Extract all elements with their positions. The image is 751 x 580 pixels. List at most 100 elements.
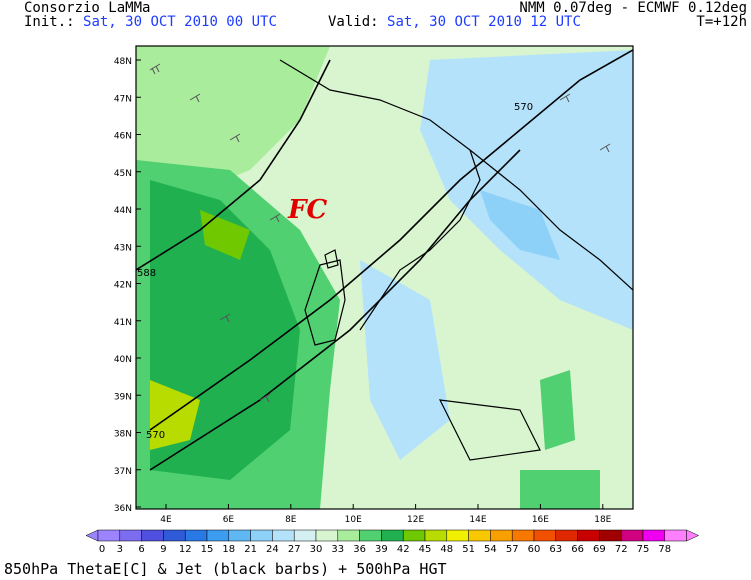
colorbar-label: 21	[244, 544, 257, 555]
field-lime-patch	[200, 210, 250, 260]
init-label: Init.:	[24, 14, 75, 30]
coastline-italy	[279, 59, 481, 331]
height-contours	[136, 49, 633, 471]
colorbar-label: 48	[440, 544, 453, 555]
colorbar-label: 39	[375, 544, 388, 555]
colorbar-swatch	[184, 529, 208, 542]
colorbar-label: 33	[331, 544, 344, 555]
lat-label: 37N	[114, 467, 132, 477]
colorbar-label: 30	[310, 544, 323, 555]
colorbar-swatch	[468, 529, 491, 542]
colorbar-label: 15	[201, 544, 214, 555]
lon-label: 14E	[469, 515, 486, 525]
colorbar-swatch	[446, 529, 469, 542]
model-title: NMM 0.07deg - ECMWF 0.12deg	[519, 0, 747, 16]
longitude-axis: 4E 6E 8E 10E 12E 14E 16E 18E	[160, 504, 612, 525]
coastline-adriatic	[469, 149, 633, 291]
colorbar-label: 45	[419, 544, 432, 555]
init-value: Sat, 30 OCT 2010 00 UTC	[83, 14, 277, 30]
lat-label: 43N	[114, 243, 132, 253]
colorbar-label: 27	[288, 544, 301, 555]
colorbar-label: 36	[353, 544, 366, 555]
lat-label: 40N	[114, 355, 132, 365]
contour-line-3	[136, 59, 331, 271]
colorbar-swatch	[533, 529, 557, 542]
colorbar-swatch	[577, 529, 600, 542]
colorbar-swatch	[163, 529, 186, 542]
colorbar-swatch	[206, 529, 230, 542]
colorbar-swatch	[228, 529, 251, 542]
lon-label: 8E	[285, 515, 297, 525]
contour-label-570-north: 570	[514, 102, 533, 113]
colorbar-swatch	[599, 529, 622, 542]
colorbar-label: 42	[397, 544, 410, 555]
colorbar-label: 57	[506, 544, 519, 555]
color-legend: 0 3 6 9 12 15 18 21 24 27 30 33 36 39 42 45 48 51 54 57 60 63…	[85, 529, 700, 555]
colorbar-swatch	[293, 529, 317, 542]
contour-label-570: 570	[146, 430, 165, 441]
colorbar-label: 24	[266, 544, 279, 555]
colorbar-label: 6	[138, 544, 144, 555]
field-ionian-green	[520, 470, 600, 509]
colorbar-swatch	[381, 529, 404, 542]
lon-label: 16E	[532, 515, 549, 525]
lat-label: 42N	[114, 281, 132, 291]
lat-label: 46N	[114, 132, 132, 142]
init-line: Init.: Sat, 30 OCT 2010 00 UTC	[24, 14, 277, 30]
field-adriatic-blue	[480, 190, 560, 260]
lon-label: 10E	[345, 515, 362, 525]
forecast-lead: T=+12h	[696, 14, 747, 30]
colorbar-label: 3	[117, 544, 123, 555]
colorbar-swatch	[97, 529, 121, 542]
valid-line: Valid: Sat, 30 OCT 2010 12 UTC	[328, 14, 581, 30]
valid-value: Sat, 30 OCT 2010 12 UTC	[387, 14, 581, 30]
sicily-outline	[438, 399, 541, 461]
field-calabria-green	[540, 370, 575, 450]
source-title: Consorzio LaMMa	[24, 0, 151, 16]
colorbar-swatch	[119, 529, 142, 542]
colorbar-swatch	[642, 529, 666, 542]
corsica-outline	[324, 249, 339, 269]
map-caption: 850hPa ThetaE[C] & Jet (black barbs) + 5…	[4, 560, 447, 578]
wind-barb	[219, 313, 231, 323]
lon-label: 12E	[407, 515, 424, 525]
wind-barb	[149, 63, 161, 75]
lat-label: 45N	[114, 169, 132, 179]
field-yellow-patch	[150, 380, 200, 450]
colorbar-swatch	[141, 529, 164, 542]
valid-label: Valid:	[328, 14, 379, 30]
wind-barb	[259, 393, 271, 403]
colorbar-label: 9	[160, 544, 166, 555]
lat-label: 41N	[114, 318, 132, 328]
colorbar-swatch	[664, 529, 687, 542]
colorbar-swatch	[337, 529, 360, 542]
colorbar-label: 63	[549, 544, 562, 555]
colorbar-label: 78	[658, 544, 671, 555]
lon-label: 6E	[223, 515, 235, 525]
colorbar-swatch	[555, 529, 578, 542]
front-label: FC	[287, 195, 327, 225]
colorbar-label: 18	[222, 544, 235, 555]
wind-barb	[269, 213, 281, 223]
theta-e-field	[136, 46, 633, 509]
field-tyrrhenian-blue	[360, 260, 450, 460]
colorbar-label: 66	[571, 544, 584, 555]
contour-label-588: 588	[137, 268, 156, 279]
colorbar-label: 75	[637, 544, 650, 555]
lat-label: 39N	[114, 392, 132, 402]
contour-line-2	[149, 149, 521, 471]
wind-barb	[189, 93, 201, 103]
colorbar-swatch	[620, 529, 644, 542]
wind-barb	[229, 133, 241, 143]
lat-label: 44N	[114, 206, 132, 216]
colorbar-swatch	[490, 529, 513, 542]
wind-barbs	[149, 63, 611, 403]
colorbar-swatch	[272, 529, 295, 542]
lat-label: 47N	[114, 94, 132, 104]
contour-570-line	[149, 49, 633, 431]
colorbar-swatch	[359, 529, 382, 542]
lon-label: 18E	[594, 515, 611, 525]
colorbar-swatch	[424, 529, 448, 542]
colorbar-label: 0	[99, 544, 105, 555]
